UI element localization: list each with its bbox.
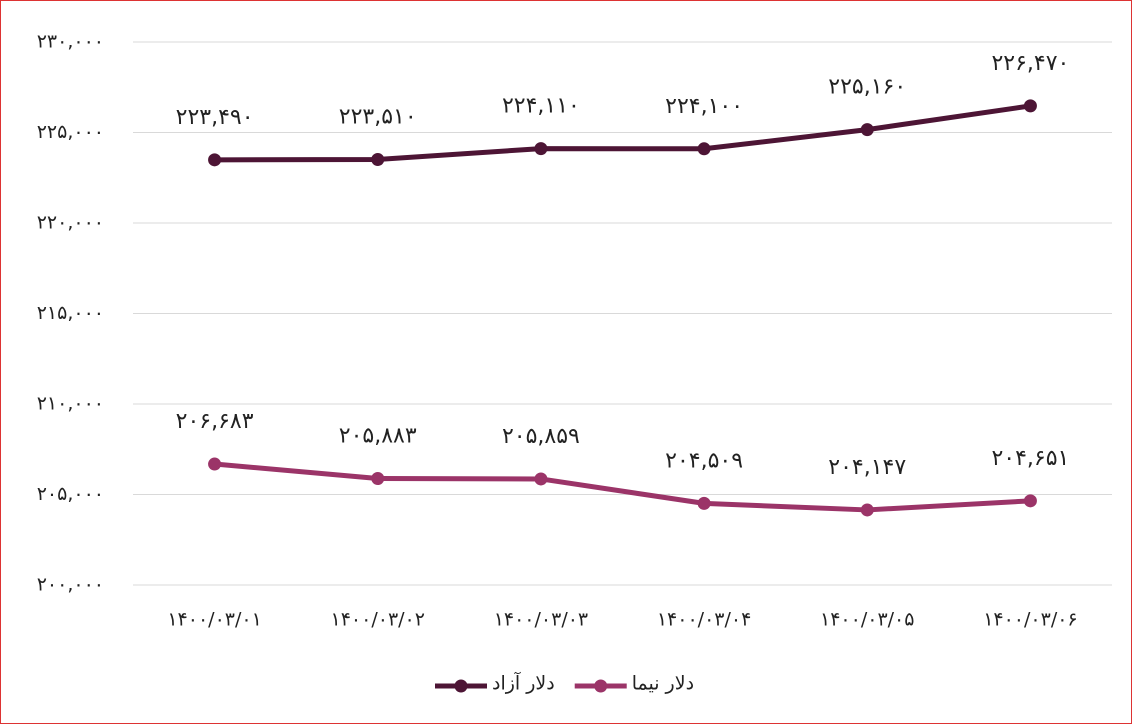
x-tick-label: ۱۴۰۰/۰۳/۰۳ [494, 609, 588, 631]
x-tick-label: ۱۴۰۰/۰۳/۰۶ [983, 609, 1077, 631]
data-label: ۲۰۵,۸۵۹ [502, 424, 580, 449]
y-tick-label: ۲۱۵,۰۰۰ [37, 302, 104, 324]
data-point [860, 123, 874, 137]
legend-marker [454, 679, 468, 693]
x-tick-label: ۱۴۰۰/۰۳/۰۵ [820, 609, 914, 631]
data-point [371, 472, 385, 486]
data-label: ۲۰۶,۶۸۳ [176, 409, 254, 434]
legend-marker [594, 679, 608, 693]
data-label: ۲۲۳,۴۹۰ [176, 105, 254, 130]
data-label: ۲۰۵,۸۸۳ [339, 424, 417, 449]
data-point [534, 472, 548, 486]
data-point [534, 142, 548, 156]
data-label: ۲۰۴,۱۴۷ [828, 455, 906, 480]
y-tick-label: ۲۰۵,۰۰۰ [37, 483, 104, 505]
data-label: ۲۲۶,۴۷۰ [991, 51, 1069, 76]
data-point [697, 142, 711, 156]
data-label: ۲۲۴,۱۱۰ [502, 94, 580, 119]
y-tick-label: ۲۲۰,۰۰۰ [37, 212, 104, 234]
data-label: ۲۰۴,۶۵۱ [991, 446, 1069, 471]
data-point [1023, 99, 1037, 113]
series-line [214, 103, 1031, 163]
y-tick-label: ۲۲۵,۰۰۰ [37, 121, 104, 143]
x-tick-label: ۱۴۰۰/۰۳/۰۲ [331, 609, 425, 631]
data-label: ۲۲۳,۵۱۰ [339, 104, 417, 129]
data-point [371, 152, 385, 166]
data-label: ۲۰۴,۵۰۹ [665, 448, 743, 473]
data-point [208, 457, 222, 471]
legend-label: دلار آزاد [492, 671, 555, 695]
data-point [208, 153, 222, 167]
y-tick-label: ۲۳۰,۰۰۰ [37, 31, 104, 53]
y-tick-label: ۲۱۰,۰۰۰ [37, 393, 104, 415]
data-point [1023, 494, 1037, 508]
x-tick-label: ۱۴۰۰/۰۳/۰۴ [657, 609, 751, 631]
data-point [697, 496, 711, 510]
x-tick-label: ۱۴۰۰/۰۳/۰۱ [167, 609, 261, 631]
series-line [214, 461, 1031, 513]
legend-label: دلار نیما [632, 673, 694, 695]
data-label: ۲۲۴,۱۰۰ [665, 94, 743, 119]
y-tick-label: ۲۰۰,۰۰۰ [37, 574, 104, 596]
data-point [860, 503, 874, 517]
data-label: ۲۲۵,۱۶۰ [828, 75, 906, 100]
